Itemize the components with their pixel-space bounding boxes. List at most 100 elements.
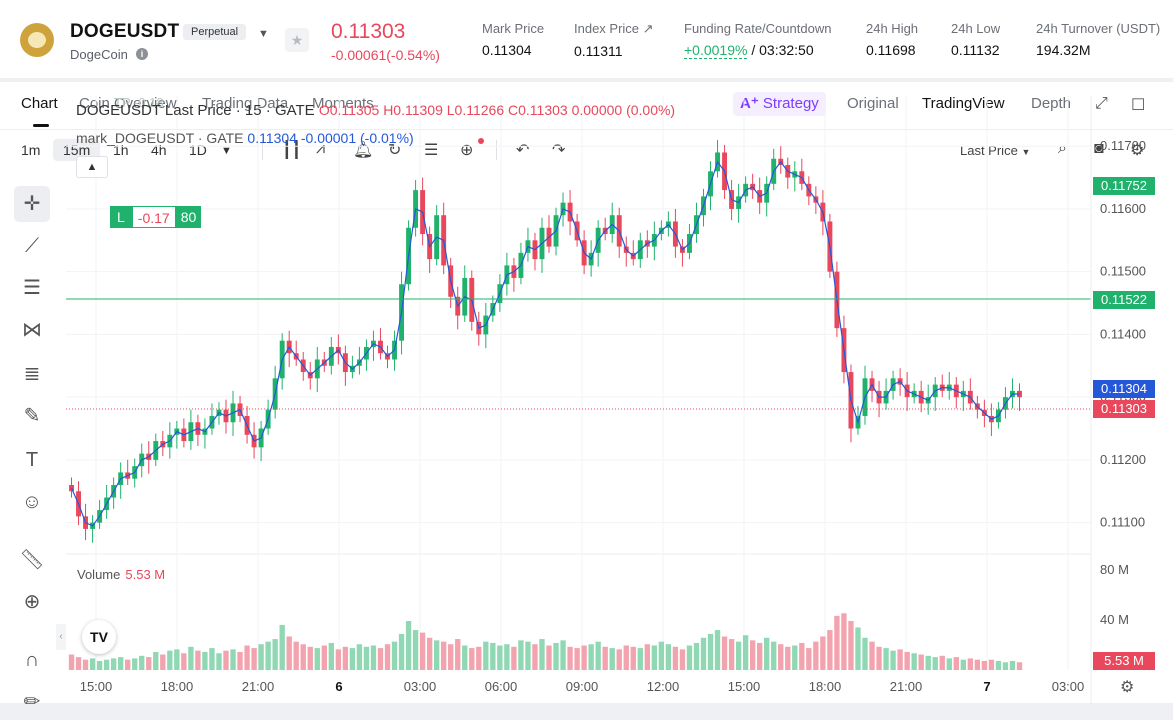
stat-value: 0.11132	[951, 42, 1000, 58]
tp-price-tag: 0.11752	[1093, 177, 1155, 195]
view-original[interactable]: Original	[847, 95, 899, 112]
window-icon[interactable]: ☐	[1131, 97, 1146, 114]
zoom-in-icon[interactable]: ⊕	[23, 591, 41, 613]
volume-bar	[230, 649, 236, 670]
stat-label: 24h Turnover (USDT)	[1036, 21, 1161, 36]
time-tick-label: 21:00	[242, 679, 275, 694]
volume-bar	[384, 644, 391, 670]
mark-price-line	[70, 160, 1020, 527]
time-tick-label: 18:00	[809, 679, 842, 694]
volume-bar	[96, 660, 103, 670]
volume-bar	[651, 645, 658, 670]
indicators-icon[interactable]: ⩘	[316, 140, 326, 157]
market-header: DOGEUSDT Perpetual ▼ DogeCoin i ★ 0.1130…	[0, 0, 1173, 78]
tab-trading-data[interactable]: Trading Data	[202, 95, 289, 112]
volume-bar	[209, 648, 215, 670]
volume-bar	[455, 639, 461, 670]
view-tradingview[interactable]: TradingView	[922, 95, 1005, 112]
volume-bar	[377, 648, 384, 670]
strategy-button[interactable]: A⁺ Strategy	[733, 92, 826, 116]
trend-line-icon[interactable]: ⟋	[25, 235, 39, 257]
tp-label[interactable]: TP -0.18	[114, 95, 164, 110]
volume-bar	[757, 642, 763, 670]
notification-dot	[478, 138, 484, 144]
price-tick-label: 0.11700	[1100, 138, 1146, 153]
last-price-tag: 0.11303	[1093, 400, 1155, 418]
chart-grid	[66, 96, 1091, 670]
expand-icon[interactable]: ⤢	[1095, 95, 1108, 112]
price-chart[interactable]: 0.117000.116000.115000.114000.113000.112…	[66, 96, 1173, 703]
price-source-value: Last Price	[960, 143, 1018, 158]
volume-bar	[602, 646, 608, 670]
stat-label: Index Price ↗	[574, 21, 654, 36]
time-tick-label: 15:00	[728, 679, 761, 694]
volume-bar	[728, 639, 735, 670]
volume-bar	[448, 644, 454, 670]
volume-bar	[251, 648, 257, 670]
pair-dropdown-icon[interactable]: ▼	[258, 28, 269, 40]
volume-bar	[532, 644, 538, 670]
crosshair-icon[interactable]: ✛	[14, 186, 50, 222]
volume-bar	[349, 648, 356, 670]
candlesticks	[69, 139, 1022, 543]
magnet-icon[interactable]: ∩	[24, 649, 40, 671]
fib-icon[interactable]: ≣	[23, 363, 41, 385]
ruler-icon[interactable]: 📏︎	[19, 549, 45, 571]
volume-bar	[623, 645, 629, 670]
volume-bar	[876, 646, 882, 670]
volume-bar	[672, 646, 679, 670]
volume-bar	[504, 644, 510, 670]
price-source-select[interactable]: Last Price ▼	[960, 143, 1030, 158]
emoji-icon[interactable]: ☺	[21, 491, 43, 513]
legend-collapse-chevron-icon[interactable]: ▲	[76, 156, 108, 178]
view-depth[interactable]: Depth	[1031, 95, 1072, 112]
stat-24h-high: 24h High 0.11698	[866, 21, 918, 58]
funding-rate-value[interactable]: +0.0019%	[684, 42, 748, 59]
volume-bar	[813, 641, 819, 670]
volume-bar	[511, 646, 517, 670]
position-qty: 80	[175, 206, 202, 228]
search-icon[interactable]: ⌕	[1058, 140, 1067, 157]
stat-value: 0.11311	[574, 43, 623, 59]
time-tick-label: 12:00	[647, 679, 680, 694]
volume-bar	[321, 645, 327, 670]
volume-bar	[595, 641, 601, 670]
collapse-toolbar-icon[interactable]: ‹	[56, 624, 66, 650]
tradingview-logo[interactable]: TV	[82, 620, 116, 654]
tab-moments[interactable]: Moments	[312, 95, 374, 112]
position-label[interactable]: L -0.17 80	[110, 206, 202, 228]
horizontal-lines-icon[interactable]: ☰	[23, 277, 41, 299]
favorite-star-icon[interactable]: ★	[285, 28, 309, 52]
volume-tick-label: 40 M	[1100, 612, 1129, 627]
coin-name: DogeCoin	[70, 47, 128, 62]
volume-bar	[848, 621, 854, 670]
interval-1m[interactable]: 1m	[21, 142, 41, 158]
time-tick-label: 18:00	[161, 679, 194, 694]
stat-index-price[interactable]: Index Price ↗ 0.11311	[574, 21, 654, 59]
volume-bar	[588, 644, 594, 670]
order-price-tag: 0.11522	[1093, 291, 1155, 309]
tab-chart[interactable]: Chart	[21, 95, 58, 112]
time-tick-label: 06:00	[485, 679, 518, 694]
pair-name[interactable]: DOGEUSDT	[70, 21, 180, 42]
tab-coin-overview[interactable]: Coin Overview	[79, 95, 177, 112]
toolbar-divider	[496, 140, 497, 160]
axis-settings-icon[interactable]: ⚙	[1120, 679, 1135, 696]
gear-icon[interactable]: ⚙	[1130, 142, 1145, 159]
volume-bar	[981, 660, 988, 670]
last-price: 0.11303	[331, 20, 406, 43]
time-tick-label: 03:00	[404, 679, 437, 694]
time-tick-label: 6	[335, 679, 342, 694]
brush-icon[interactable]: ✎	[23, 405, 41, 427]
pencil-icon[interactable]: ✏	[23, 691, 41, 713]
volume-bar	[202, 651, 208, 670]
interval-dropdown-icon[interactable]: ▼	[221, 145, 232, 157]
volume-bar	[1009, 660, 1016, 670]
volume-bar	[792, 645, 798, 670]
info-icon[interactable]: i	[136, 48, 148, 60]
pattern-icon[interactable]: ⋈	[22, 319, 42, 341]
camera-icon[interactable]: ◙	[1094, 140, 1104, 157]
volume-bar	[117, 657, 124, 670]
volume-bar	[490, 642, 496, 670]
text-tool-icon[interactable]: T	[25, 449, 39, 471]
